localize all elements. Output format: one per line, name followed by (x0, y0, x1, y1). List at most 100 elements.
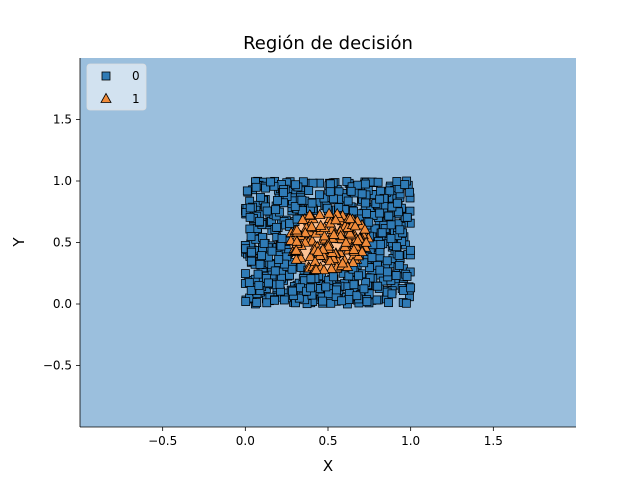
point-class-1 (359, 223, 371, 234)
point-class-0 (394, 250, 404, 260)
point-class-0 (256, 192, 265, 202)
point-class-0 (376, 240, 385, 249)
point-class-0 (271, 205, 280, 215)
point-class-0 (297, 195, 307, 205)
x-tick-label: 1.0 (401, 434, 420, 448)
point-class-1 (304, 250, 317, 261)
point-class-0 (277, 234, 287, 243)
point-class-0 (245, 212, 255, 222)
point-class-0 (398, 286, 408, 295)
point-class-0 (401, 298, 411, 308)
point-class-0 (288, 286, 297, 296)
point-class-0 (247, 247, 256, 257)
legend: 01 (86, 63, 147, 111)
point-class-1 (329, 214, 342, 225)
point-class-0 (241, 269, 250, 278)
point-class-0 (262, 206, 272, 216)
point-class-1 (324, 254, 336, 266)
point-class-0 (373, 177, 383, 187)
point-class-0 (246, 286, 256, 295)
point-class-0 (325, 179, 335, 189)
legend-marker-square (101, 71, 111, 81)
point-class-1 (356, 245, 368, 256)
point-class-0 (362, 297, 372, 307)
point-class-0 (255, 216, 264, 226)
point-class-0 (246, 256, 256, 266)
point-class-1 (318, 230, 331, 241)
x-tick-label: 0.0 (236, 434, 255, 448)
point-class-0 (375, 265, 385, 275)
y-tick-label: 1.5 (53, 113, 72, 127)
point-class-0 (393, 198, 402, 208)
point-class-0 (386, 234, 396, 243)
point-class-0 (318, 296, 327, 306)
point-class-1 (304, 209, 316, 220)
point-class-0 (373, 281, 383, 291)
point-class-0 (392, 177, 402, 186)
point-class-0 (392, 242, 401, 252)
point-class-0 (359, 284, 369, 294)
point-class-0 (342, 177, 352, 186)
point-class-0 (275, 279, 285, 289)
point-class-0 (382, 256, 392, 266)
point-class-1 (325, 262, 338, 273)
point-class-0 (343, 196, 353, 206)
chart-title: Región de decisión (243, 33, 413, 54)
point-class-0 (245, 203, 255, 213)
point-class-0 (402, 212, 412, 222)
point-class-0 (362, 209, 371, 218)
point-class-0 (372, 295, 382, 305)
point-class-1 (344, 227, 356, 238)
point-class-0 (402, 271, 412, 281)
point-class-1 (291, 224, 303, 235)
point-class-0 (391, 271, 401, 280)
y-tick-label: 0.5 (53, 236, 72, 250)
point-class-0 (406, 283, 416, 293)
point-class-1 (348, 243, 360, 254)
point-class-0 (315, 190, 324, 200)
point-class-0 (346, 186, 356, 196)
point-class-0 (272, 222, 281, 232)
point-class-0 (384, 298, 393, 308)
point-class-0 (261, 183, 270, 193)
point-class-0 (244, 278, 254, 288)
y-tick-label: 0.0 (53, 297, 72, 311)
point-class-0 (279, 295, 289, 305)
point-class-1 (322, 240, 335, 251)
point-class-0 (241, 297, 251, 306)
point-class-1 (336, 257, 349, 268)
point-class-0 (405, 187, 415, 197)
point-class-0 (279, 188, 288, 197)
point-class-0 (387, 289, 397, 299)
point-class-1 (291, 235, 303, 246)
point-class-1 (323, 207, 335, 218)
point-class-0 (279, 259, 289, 269)
point-class-0 (287, 264, 297, 274)
point-class-0 (375, 208, 385, 218)
y-tick-label: 1.0 (53, 174, 72, 188)
point-class-0 (254, 281, 264, 290)
point-class-0 (242, 186, 252, 196)
point-class-1 (318, 263, 330, 275)
point-class-0 (364, 217, 374, 227)
point-class-1 (344, 212, 356, 224)
point-class-1 (315, 219, 327, 230)
point-class-0 (349, 206, 358, 216)
point-class-1 (349, 220, 361, 231)
point-class-0 (395, 225, 405, 235)
point-class-0 (349, 280, 359, 290)
point-class-0 (365, 273, 375, 283)
point-class-0 (285, 219, 295, 228)
point-class-0 (386, 220, 396, 230)
point-class-1 (290, 253, 302, 264)
point-class-1 (340, 236, 352, 247)
x-tick-label: 1.5 (484, 434, 503, 448)
point-class-0 (259, 239, 269, 248)
point-class-0 (384, 211, 394, 221)
x-axis-label: X (323, 457, 333, 475)
point-class-0 (357, 189, 367, 199)
point-class-0 (253, 269, 263, 279)
point-class-1 (310, 263, 322, 274)
point-class-0 (307, 198, 317, 208)
